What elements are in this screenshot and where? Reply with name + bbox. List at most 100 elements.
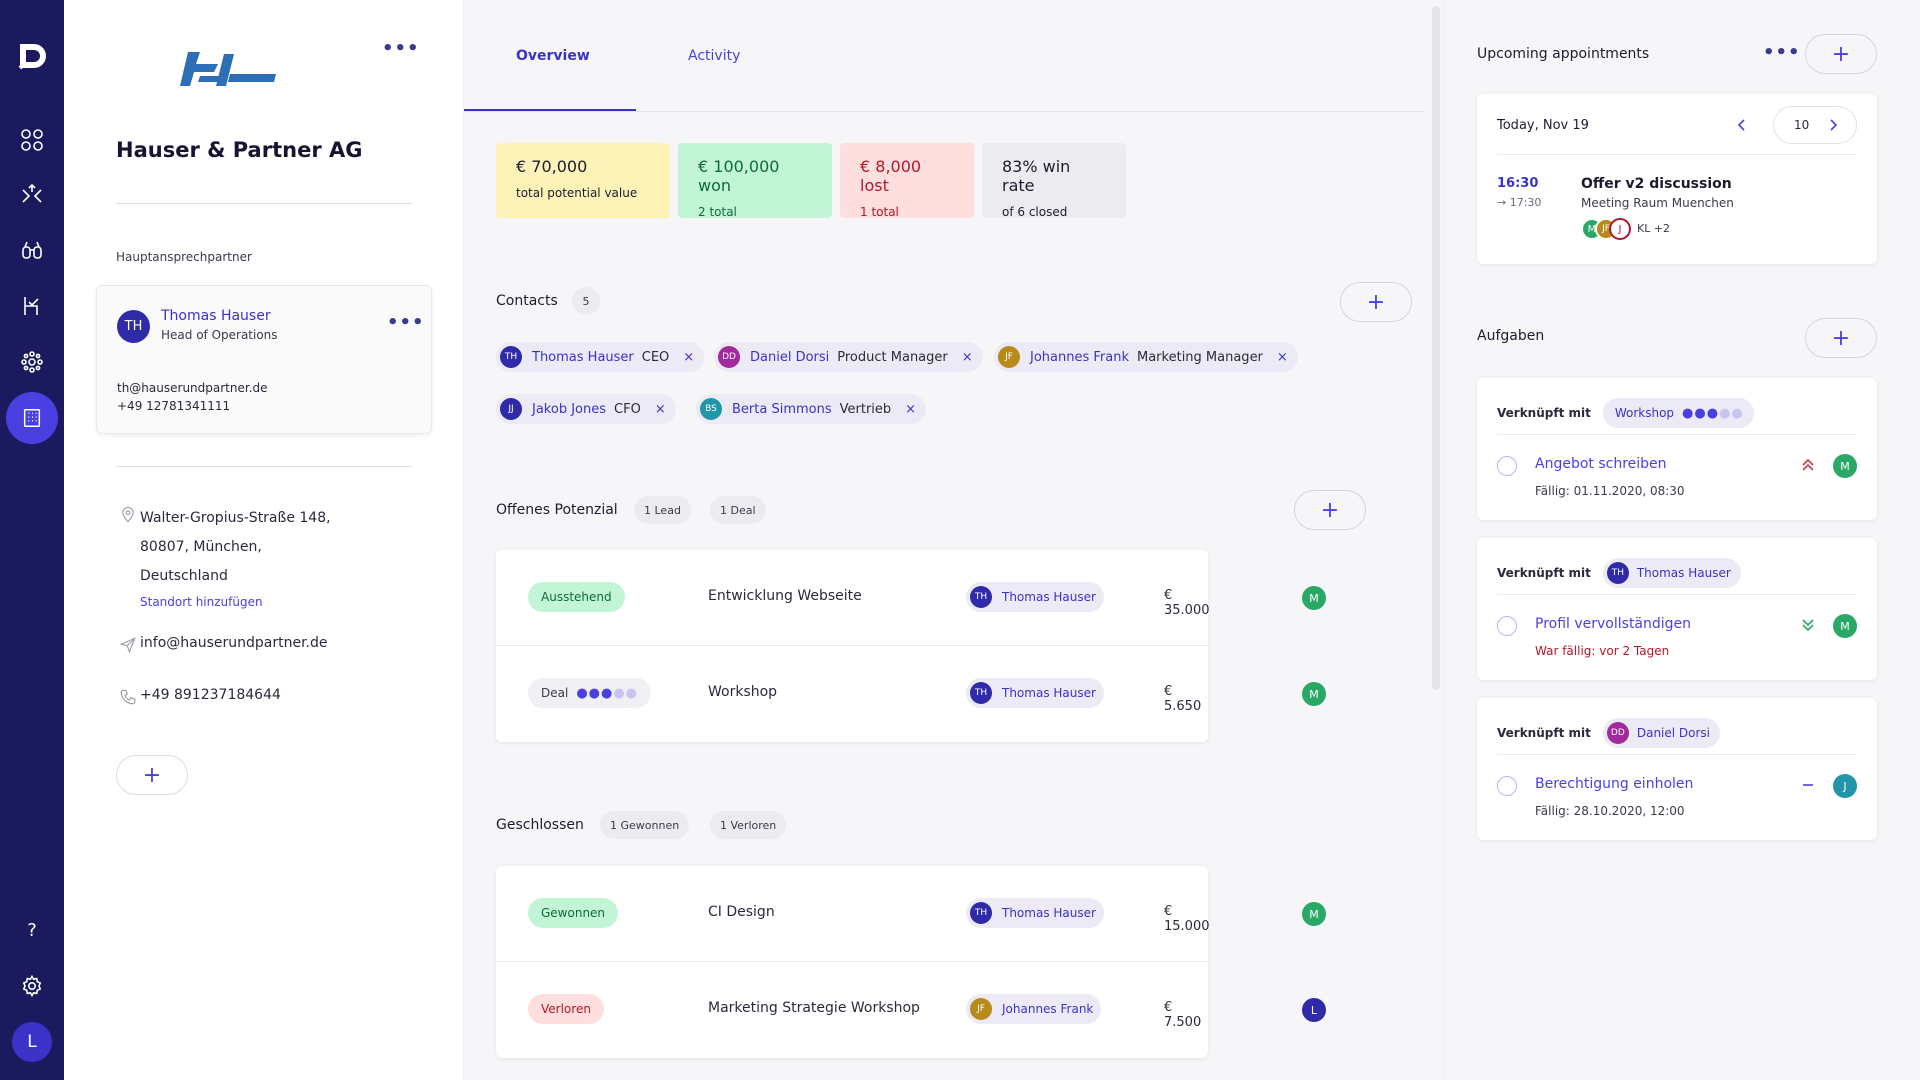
contact-name: Jakob Jones bbox=[532, 401, 607, 417]
task-link-row: Verknüpft mit Workshop ●●●●● bbox=[1497, 398, 1754, 428]
contact-role: Vertrieb bbox=[839, 401, 892, 417]
owner-avatar[interactable]: M bbox=[1302, 902, 1326, 926]
settings-gear-icon[interactable] bbox=[10, 964, 54, 1008]
primary-contact-email[interactable]: th@hauserundpartner.de bbox=[117, 381, 268, 395]
deal-count-pill[interactable]: 1 Deal bbox=[710, 496, 766, 524]
contact-chip[interactable]: JF Johannes Frank Marketing Manager × bbox=[994, 342, 1298, 372]
scrollbar[interactable] bbox=[1432, 6, 1440, 690]
owner-avatar[interactable]: L bbox=[1302, 998, 1326, 1022]
company-more-icon[interactable]: ••• bbox=[382, 38, 420, 59]
deal-contact[interactable]: TH Thomas Hauser bbox=[966, 678, 1104, 708]
avatar: JJ bbox=[500, 398, 522, 420]
appointment-title[interactable]: Offer v2 discussion bbox=[1581, 176, 1732, 192]
remove-contact-icon[interactable]: × bbox=[1276, 349, 1288, 365]
avatar: TH bbox=[970, 586, 992, 608]
task-owner-avatar[interactable]: M bbox=[1833, 614, 1857, 638]
add-deal-button[interactable]: + bbox=[1294, 490, 1366, 530]
deals-icon[interactable] bbox=[10, 172, 54, 216]
add-contact-button[interactable]: + bbox=[1340, 282, 1412, 322]
dashboard-icon[interactable] bbox=[10, 118, 54, 162]
task-title[interactable]: Berechtigung einholen bbox=[1535, 776, 1694, 792]
contact-chip[interactable]: TH Thomas Hauser CEO × bbox=[496, 342, 705, 372]
task-title[interactable]: Profil vervollständigen bbox=[1535, 616, 1692, 632]
phone-row: +49 891237184644 bbox=[116, 686, 281, 706]
contact-chip[interactable]: BS Berta Simmons Vertrieb × bbox=[696, 394, 927, 424]
user-avatar[interactable]: L bbox=[12, 1022, 52, 1062]
primary-contact-card[interactable]: TH Thomas Hauser Head of Operations ••• … bbox=[96, 285, 432, 434]
primary-contact-name[interactable]: Thomas Hauser bbox=[161, 308, 271, 324]
task-linked-name: Thomas Hauser bbox=[1636, 566, 1731, 580]
deal-contact[interactable]: TH Thomas Hauser bbox=[966, 898, 1104, 928]
task-checkbox[interactable] bbox=[1497, 456, 1517, 476]
won-count-pill[interactable]: 1 Gewonnen bbox=[600, 811, 690, 839]
network-icon[interactable] bbox=[10, 340, 54, 384]
deal-amount: € 5.650 bbox=[1164, 684, 1202, 714]
task-checkbox[interactable] bbox=[1497, 776, 1517, 796]
stat-winrate: 83% win rate of 6 closed bbox=[982, 143, 1126, 219]
contacts-count: 5 bbox=[572, 287, 600, 315]
help-icon[interactable]: ? bbox=[27, 919, 37, 941]
binoculars-icon[interactable] bbox=[10, 228, 54, 272]
task-due: War fällig: vor 2 Tagen bbox=[1535, 644, 1670, 658]
tab-overview[interactable]: Overview bbox=[516, 48, 590, 64]
company-icon[interactable] bbox=[6, 392, 58, 444]
chevron-right-icon[interactable] bbox=[1826, 118, 1840, 132]
task-due: Fällig: 01.11.2020, 08:30 bbox=[1535, 484, 1685, 498]
deal-title[interactable]: Marketing Strategie Workshop bbox=[708, 1000, 920, 1016]
task-owner-avatar[interactable]: M bbox=[1833, 454, 1857, 478]
deal-title[interactable]: CI Design bbox=[708, 904, 775, 920]
remove-contact-icon[interactable]: × bbox=[683, 349, 695, 365]
task-linked-name: Workshop bbox=[1614, 406, 1675, 420]
owner-avatar[interactable]: M bbox=[1302, 682, 1326, 706]
contact-name: Johannes Frank bbox=[1030, 349, 1129, 365]
avatar: TH bbox=[970, 682, 992, 704]
add-task-button[interactable]: + bbox=[1805, 318, 1877, 358]
company-name: Hauser & Partner AG bbox=[116, 138, 363, 162]
contact-role: CEO bbox=[641, 349, 670, 365]
tasks-icon[interactable] bbox=[10, 284, 54, 328]
chevron-left-icon[interactable] bbox=[1735, 118, 1749, 132]
deal-contact[interactable]: JF Johannes Frank bbox=[966, 994, 1102, 1024]
appointment-count: 10 bbox=[1794, 118, 1810, 132]
divider bbox=[1497, 434, 1857, 435]
lost-count-pill[interactable]: 1 Verloren bbox=[710, 811, 787, 839]
deal-title[interactable]: Workshop bbox=[708, 684, 778, 700]
appointment-location: Meeting Raum Muenchen bbox=[1581, 196, 1734, 210]
appointments-more-icon[interactable]: ••• bbox=[1763, 42, 1801, 63]
task-checkbox[interactable] bbox=[1497, 616, 1517, 636]
owner-avatar[interactable]: M bbox=[1302, 586, 1326, 610]
add-info-button[interactable]: + bbox=[116, 755, 188, 795]
task-linked-item[interactable]: DD Daniel Dorsi bbox=[1602, 718, 1721, 748]
progress-dots-icon: ●●●●● bbox=[1682, 405, 1744, 421]
remove-contact-icon[interactable]: × bbox=[961, 349, 973, 365]
tab-activity[interactable]: Activity bbox=[688, 48, 741, 64]
appointments-card: Today, Nov 19 10 16:30 → 17:30 Offer v2 … bbox=[1477, 94, 1877, 264]
remove-contact-icon[interactable]: × bbox=[654, 401, 666, 417]
add-location-link[interactable]: Standort hinzufügen bbox=[140, 595, 263, 609]
deal-contact[interactable]: TH Thomas Hauser bbox=[966, 582, 1104, 612]
task-link-row: Verknüpft mit TH Thomas Hauser bbox=[1497, 558, 1741, 588]
contact-chip[interactable]: DD Daniel Dorsi Product Manager × bbox=[714, 342, 983, 372]
task-card: Verknüpft mit DD Daniel Dorsi Berechtigu… bbox=[1477, 698, 1877, 840]
contact-more-icon[interactable]: ••• bbox=[387, 312, 425, 333]
task-linked-name: Daniel Dorsi bbox=[1636, 726, 1711, 740]
table-row[interactable]: Gewonnen CI Design TH Thomas Hauser € 15… bbox=[496, 866, 1326, 962]
company-email[interactable]: info@hauserundpartner.de bbox=[140, 635, 328, 651]
remove-contact-icon[interactable]: × bbox=[905, 401, 917, 417]
app-logo-icon[interactable] bbox=[14, 38, 50, 74]
open-potential-title: Offenes Potenzial bbox=[496, 502, 618, 518]
primary-contact-phone[interactable]: +49 12781341111 bbox=[117, 399, 231, 413]
task-linked-item[interactable]: Workshop ●●●●● bbox=[1602, 398, 1754, 428]
company-phone[interactable]: +49 891237184644 bbox=[140, 687, 281, 703]
task-owner-avatar[interactable]: J bbox=[1833, 774, 1857, 798]
deal-title[interactable]: Entwicklung Webseite bbox=[708, 588, 862, 604]
contact-chip[interactable]: JJ Jakob Jones CFO × bbox=[496, 394, 676, 424]
table-row[interactable]: Ausstehend Entwicklung Webseite TH Thoma… bbox=[496, 550, 1326, 646]
task-linked-item[interactable]: TH Thomas Hauser bbox=[1602, 558, 1741, 588]
task-due: Fällig: 28.10.2020, 12:00 bbox=[1535, 804, 1685, 818]
add-appointment-button[interactable]: + bbox=[1805, 34, 1877, 74]
table-row[interactable]: Verloren Marketing Strategie Workshop JF… bbox=[496, 962, 1326, 1058]
task-title[interactable]: Angebot schreiben bbox=[1535, 456, 1667, 472]
table-row[interactable]: Deal ●●●●● Workshop TH Thomas Hauser € 5… bbox=[496, 646, 1326, 742]
lead-count-pill[interactable]: 1 Lead bbox=[634, 496, 691, 524]
